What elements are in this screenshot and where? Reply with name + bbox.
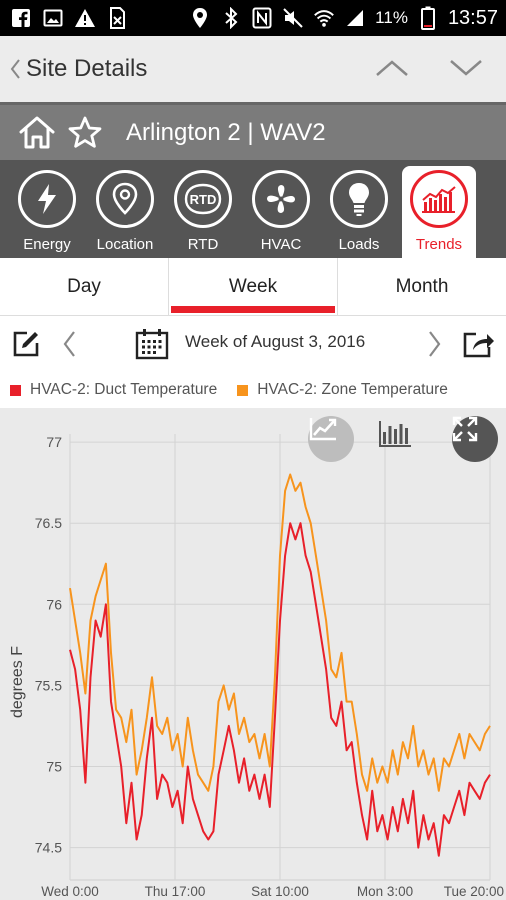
location-icon — [189, 7, 211, 29]
tab-label: Energy — [23, 236, 71, 253]
edit-icon[interactable] — [8, 324, 44, 364]
nfc-icon — [251, 7, 273, 29]
clock: 13:57 — [447, 6, 498, 29]
fullscreen-icon[interactable] — [452, 416, 498, 462]
back-chevron-icon[interactable] — [4, 49, 26, 89]
legend-swatch — [237, 384, 249, 396]
y-tick-label: 75.5 — [35, 677, 62, 693]
y-tick-label: 77 — [46, 434, 62, 450]
tab-day[interactable]: Day — [67, 275, 101, 297]
y-tick-label: 76 — [46, 596, 62, 612]
status-right-icons: 11% 13:57 — [189, 6, 498, 30]
tab-label: HVAC — [260, 236, 302, 253]
tab-hvac[interactable]: HVAC — [242, 166, 320, 258]
range-tabs: Day Week Month — [0, 258, 506, 316]
x-tick-label: Sat 10:00 — [251, 884, 309, 899]
tab-location[interactable]: Location — [86, 166, 164, 258]
bluetooth-icon — [220, 7, 242, 29]
line-chart-toggle-icon[interactable] — [308, 416, 354, 462]
status-left-icons — [10, 7, 128, 29]
legend-item-zone[interactable]: HVAC-2: Zone Temperature — [237, 381, 448, 399]
site-bar: Arlington 2 | WAV2 — [0, 102, 506, 160]
series-line-zone-temperature — [69, 473, 491, 792]
y-tick-label: 74.5 — [35, 840, 62, 856]
x-tick-label: Mon 3:00 — [357, 884, 413, 899]
tab-month[interactable]: Month — [337, 258, 506, 315]
tab-label: RTD — [187, 236, 219, 253]
legend-swatch — [10, 384, 21, 396]
app-header: Site Details — [0, 36, 506, 102]
chevron-down-icon[interactable] — [444, 48, 488, 88]
lightbulb-icon — [330, 170, 388, 228]
tab-rtd[interactable]: RTD RTD — [164, 166, 242, 258]
share-icon[interactable] — [460, 324, 498, 364]
map-pin-icon — [96, 170, 154, 228]
header-nav — [370, 48, 488, 88]
week-label: Week of August 3, 2016 — [185, 332, 366, 351]
status-bar: 11% 13:57 — [0, 0, 506, 36]
tab-label: Location — [96, 236, 154, 253]
series-line-duct-temperature — [69, 522, 491, 857]
wifi-icon — [313, 7, 335, 29]
chevron-up-icon[interactable] — [370, 48, 414, 88]
x-tick-label: Wed 0:00 — [41, 884, 99, 899]
star-icon[interactable] — [62, 110, 108, 156]
cell-signal-icon — [344, 7, 366, 29]
y-tick-label: 75 — [46, 758, 62, 774]
warning-icon — [74, 7, 96, 29]
chart-legend: HVAC-2: Duct Temperature HVAC-2: Zone Te… — [0, 372, 506, 408]
battery-icon — [417, 6, 439, 30]
gallery-icon — [42, 7, 64, 29]
no-sim-icon — [106, 7, 128, 29]
legend-label: HVAC-2: Zone Temperature — [257, 381, 448, 398]
legend-item-duct[interactable]: HVAC-2: Duct Temperature — [10, 381, 217, 399]
tab-trends[interactable]: Trends — [402, 166, 476, 258]
y-axis-label: degrees F — [9, 646, 26, 718]
site-name: Arlington 2 | WAV2 — [126, 118, 326, 146]
mute-icon — [282, 7, 304, 29]
chart-svg: 74.5 75 75.5 76 76.5 77 Wed 0:00 Thu 17:00 Sat 1… — [9, 434, 504, 899]
tab-loads[interactable]: Loads — [320, 166, 398, 258]
tab-label: Loads — [338, 236, 380, 253]
fan-icon — [252, 170, 310, 228]
bar-chart-toggle-icon[interactable] — [378, 420, 418, 460]
battery-percent: 11% — [375, 8, 408, 27]
rtd-icon: RTD — [174, 170, 232, 228]
tab-week[interactable]: Week — [168, 258, 337, 315]
x-tick-label: Tue 20:00 — [444, 884, 504, 899]
rtd-icon-text: RTD — [190, 192, 217, 207]
lightning-icon — [18, 170, 76, 228]
next-week-chevron-icon[interactable] — [422, 324, 448, 364]
home-icon[interactable] — [14, 110, 60, 156]
y-tick-label: 76.5 — [35, 515, 62, 531]
trend-chart-icon — [410, 170, 468, 228]
module-tabs: Energy Location RTD RTD HVAC Loads Trend… — [0, 160, 506, 258]
facebook-icon — [10, 7, 32, 29]
trend-chart: 74.5 75 75.5 76 76.5 77 Wed 0:00 Thu 17:00 Sat 1… — [0, 408, 506, 900]
tab-label: Trends — [415, 236, 463, 253]
legend-label: HVAC-2: Duct Temperature — [30, 381, 218, 398]
date-bar: Week of August 3, 2016 — [0, 316, 506, 372]
previous-week-chevron-icon[interactable] — [56, 324, 82, 364]
page-title[interactable]: Site Details — [26, 55, 148, 82]
tab-energy[interactable]: Energy — [8, 166, 86, 258]
calendar-icon[interactable] — [132, 324, 172, 364]
x-tick-label: Thu 17:00 — [145, 884, 206, 899]
